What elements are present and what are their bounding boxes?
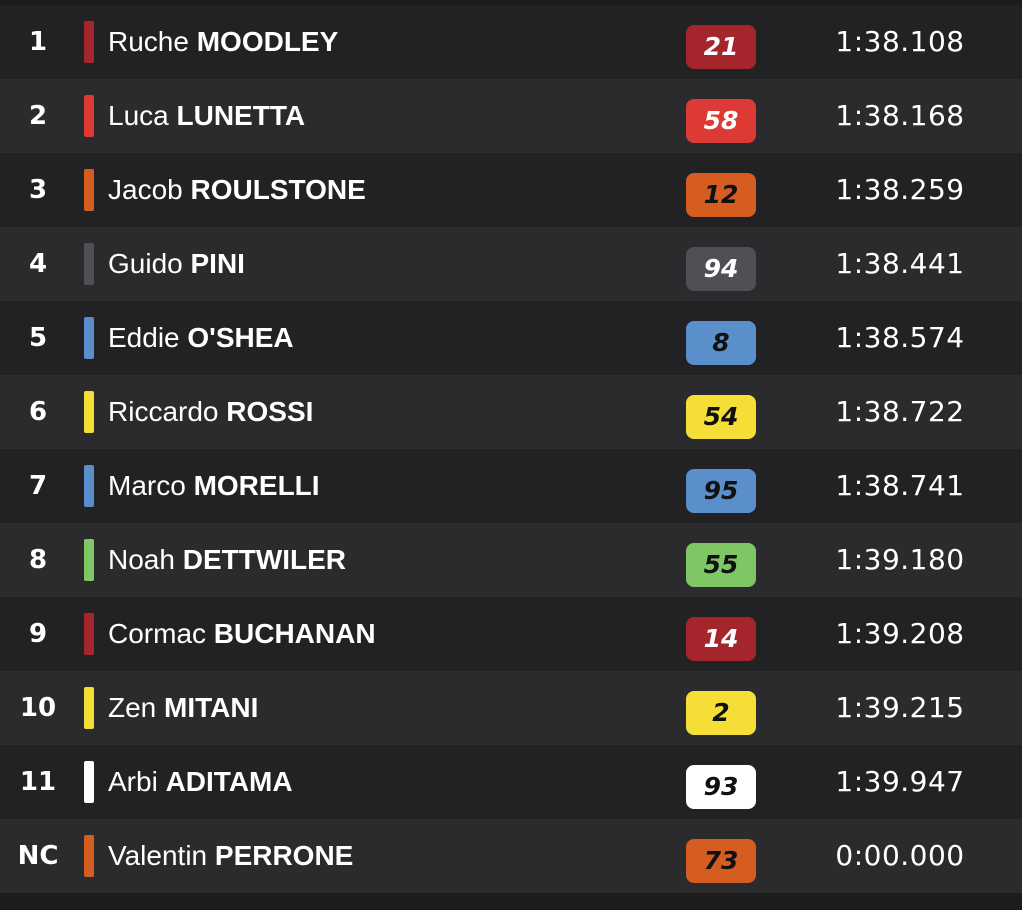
result-row[interactable]: 10 Zen MITANI 2 1:39.215: [0, 671, 1022, 745]
position-label: 2: [28, 101, 48, 131]
driver-last-name: ADITAMA: [165, 766, 293, 797]
driver-last-name: MITANI: [164, 692, 259, 723]
lap-time: 1:38.722: [835, 395, 965, 428]
driver-name: Valentin PERRONE: [108, 819, 353, 893]
team-color-bar: [84, 391, 94, 433]
car-number-badge: 54: [686, 395, 756, 439]
position-label: 10: [19, 693, 57, 723]
car-number-badge: 95: [686, 469, 756, 513]
lap-time: 1:38.741: [835, 469, 965, 502]
driver-last-name: MOODLEY: [196, 26, 339, 57]
driver-name: Arbi ADITAMA: [108, 745, 293, 819]
lap-time: 1:39.180: [835, 543, 965, 576]
driver-last-name: DETTWILER: [182, 544, 347, 575]
driver-name: Zen MITANI: [108, 671, 258, 745]
driver-first-name: Ruche: [108, 26, 189, 57]
team-color-bar: [84, 243, 94, 285]
driver-name: Guido PINI: [108, 227, 245, 301]
driver-last-name: MORELLI: [193, 470, 320, 501]
team-color-bar: [84, 465, 94, 507]
position-label: 5: [28, 323, 48, 353]
position-label: 4: [28, 249, 48, 279]
car-number-badge: 73: [686, 839, 756, 883]
driver-first-name: Riccardo: [108, 396, 219, 427]
team-color-bar: [84, 687, 94, 729]
car-number-badge: 21: [686, 25, 756, 69]
lap-time: 1:38.574: [835, 321, 965, 354]
position-label: 7: [28, 471, 48, 501]
result-row[interactable]: 9 Cormac BUCHANAN 14 1:39.208: [0, 597, 1022, 671]
team-color-bar: [84, 539, 94, 581]
team-color-bar: [84, 613, 94, 655]
lap-time: 1:39.208: [835, 617, 965, 650]
result-row[interactable]: 8 Noah DETTWILER 55 1:39.180: [0, 523, 1022, 597]
driver-first-name: Luca: [108, 100, 169, 131]
lap-time: 1:38.441: [835, 247, 965, 280]
position-label: NC: [17, 841, 59, 871]
driver-last-name: PINI: [190, 248, 245, 279]
lap-time: 1:38.168: [835, 99, 965, 132]
driver-first-name: Jacob: [108, 174, 183, 205]
driver-first-name: Noah: [108, 544, 175, 575]
team-color-bar: [84, 21, 94, 63]
result-row[interactable]: 11 Arbi ADITAMA 93 1:39.947: [0, 745, 1022, 819]
car-number-badge: 2: [686, 691, 756, 735]
result-row[interactable]: 4 Guido PINI 94 1:38.441: [0, 227, 1022, 301]
position-label: 1: [28, 27, 48, 57]
driver-name: Riccardo ROSSI: [108, 375, 313, 449]
driver-last-name: BUCHANAN: [213, 618, 376, 649]
result-row[interactable]: 7 Marco MORELLI 95 1:38.741: [0, 449, 1022, 523]
team-color-bar: [84, 835, 94, 877]
car-number-badge: 58: [686, 99, 756, 143]
driver-name: Cormac BUCHANAN: [108, 597, 376, 671]
driver-name: Ruche MOODLEY: [108, 5, 338, 79]
result-row[interactable]: 5 Eddie O'SHEA 8 1:38.574: [0, 301, 1022, 375]
lap-time: 1:38.259: [835, 173, 965, 206]
result-row[interactable]: 3 Jacob ROULSTONE 12 1:38.259: [0, 153, 1022, 227]
result-row[interactable]: 2 Luca LUNETTA 58 1:38.168: [0, 79, 1022, 153]
result-row[interactable]: NC Valentin PERRONE 73 0:00.000: [0, 819, 1022, 893]
lap-time: 1:39.947: [835, 765, 965, 798]
driver-name: Luca LUNETTA: [108, 79, 305, 153]
car-number-badge: 93: [686, 765, 756, 809]
lap-time: 1:39.215: [835, 691, 965, 724]
lap-time: 1:38.108: [835, 25, 965, 58]
driver-name: Marco MORELLI: [108, 449, 320, 523]
driver-first-name: Arbi: [108, 766, 158, 797]
position-label: 8: [28, 545, 48, 575]
driver-last-name: PERRONE: [214, 840, 354, 871]
result-row[interactable]: 6 Riccardo ROSSI 54 1:38.722: [0, 375, 1022, 449]
driver-first-name: Guido: [108, 248, 183, 279]
result-row[interactable]: 1 Ruche MOODLEY 21 1:38.108: [0, 5, 1022, 79]
driver-name: Eddie O'SHEA: [108, 301, 294, 375]
driver-last-name: LUNETTA: [176, 100, 306, 131]
team-color-bar: [84, 169, 94, 211]
driver-first-name: Marco: [108, 470, 186, 501]
driver-name: Noah DETTWILER: [108, 523, 346, 597]
position-label: 9: [28, 619, 48, 649]
position-label: 11: [19, 767, 57, 797]
team-color-bar: [84, 761, 94, 803]
driver-first-name: Zen: [108, 692, 157, 723]
driver-first-name: Eddie: [108, 322, 180, 353]
car-number-badge: 8: [686, 321, 756, 365]
driver-name: Jacob ROULSTONE: [108, 153, 366, 227]
position-label: 3: [28, 175, 48, 205]
driver-last-name: O'SHEA: [187, 322, 294, 353]
driver-first-name: Cormac: [108, 618, 207, 649]
position-label: 6: [28, 397, 48, 427]
car-number-badge: 55: [686, 543, 756, 587]
team-color-bar: [84, 95, 94, 137]
driver-last-name: ROULSTONE: [190, 174, 366, 205]
driver-first-name: Valentin: [108, 840, 208, 871]
lap-time: 0:00.000: [835, 839, 965, 872]
car-number-badge: 94: [686, 247, 756, 291]
driver-last-name: ROSSI: [226, 396, 314, 427]
car-number-badge: 14: [686, 617, 756, 661]
car-number-badge: 12: [686, 173, 756, 217]
team-color-bar: [84, 317, 94, 359]
results-table: 1 Ruche MOODLEY 21 1:38.108 2 Luca LUNETTA 58 1…: [0, 5, 1022, 893]
